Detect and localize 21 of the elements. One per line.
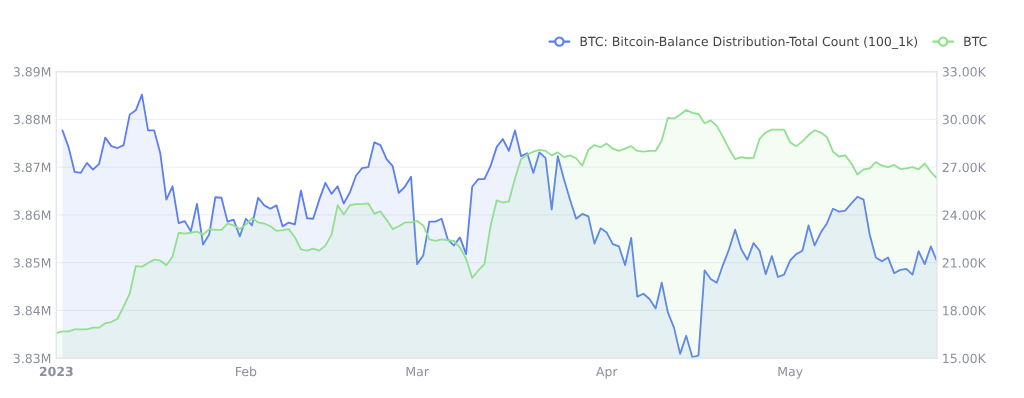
y-tick-label: 3.85M bbox=[13, 258, 51, 268]
y2-tick-label: 24.00K bbox=[942, 210, 987, 220]
y2-tick-label: 33.00K bbox=[942, 67, 987, 77]
y-tick-label: 3.84M bbox=[13, 305, 51, 316]
x-tick-label: Apr bbox=[596, 366, 618, 379]
x-tick-label: Feb bbox=[236, 366, 257, 377]
legend-label: BTC bbox=[964, 36, 987, 47]
x-tick-label: Mar bbox=[406, 366, 429, 377]
y-tick-label: 3.86M bbox=[13, 210, 51, 220]
x-tick-label: 2023 bbox=[39, 366, 73, 377]
y2-tick-label: 15.00K bbox=[943, 353, 987, 364]
y-tick-label: 3.88M bbox=[13, 114, 51, 125]
y2-tick-label: 18.00K bbox=[943, 305, 987, 316]
y2-tick-label: 27.00K bbox=[942, 162, 987, 173]
y2-tick-label: 30.00K bbox=[942, 114, 987, 125]
y-tick-label: 3.83M bbox=[13, 353, 51, 364]
legend-label: BTC: Bitcoin-Balance Distribution-Total Count (100_1k) bbox=[580, 36, 918, 49]
y-tick-label: 3.87M bbox=[13, 162, 51, 173]
y-tick-label: 3.89M bbox=[13, 67, 51, 77]
x-tick-label: May bbox=[778, 366, 803, 379]
y2-tick-label: 21.00K bbox=[942, 258, 987, 268]
